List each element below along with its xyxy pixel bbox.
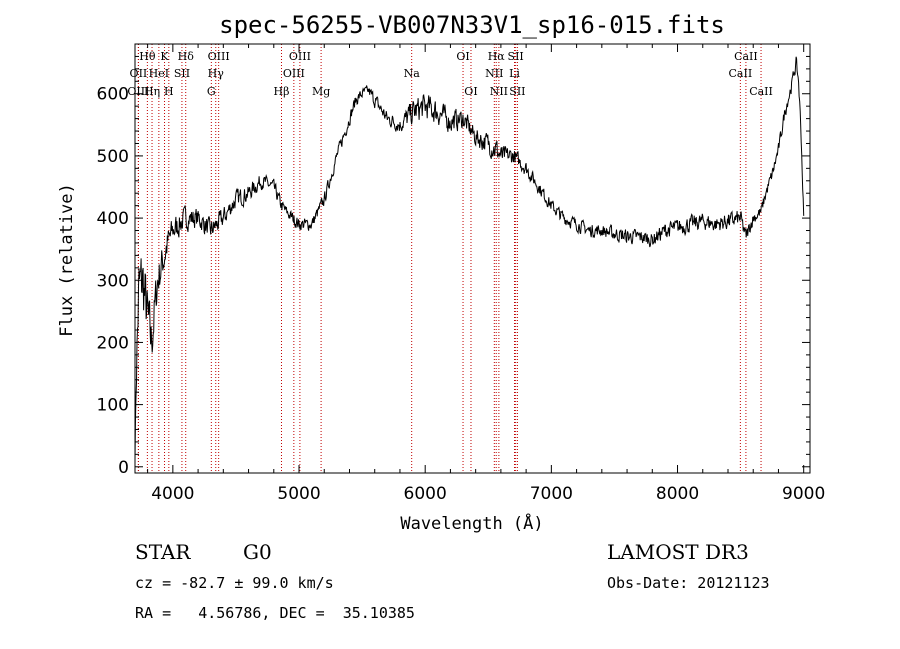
spectral-line-label: Hδ xyxy=(178,50,195,63)
x-tick-label: 9000 xyxy=(782,484,825,504)
spectral-line-label: Hγ xyxy=(208,67,225,80)
object-subclass: G0 xyxy=(243,540,272,564)
spectral-line-labels: Hθ OII OIII K HeI Hη H Hδ SII OIII Hγ G Hβ OIII OIII Mg… xyxy=(127,50,773,98)
chart-title: spec-56255-VB007N33V1_sp16-015.fits xyxy=(219,11,725,39)
spectral-line-label: Hη xyxy=(144,85,160,98)
spectral-line-label: OI xyxy=(464,85,477,98)
spectral-line-label: Hα xyxy=(488,50,506,63)
spectral-line-label: OI xyxy=(456,50,469,63)
y-tick-label: 400 xyxy=(97,209,129,229)
y-tick-label: 300 xyxy=(97,271,129,291)
x-tick-label: 5000 xyxy=(277,484,320,504)
spectral-line-label: CaII xyxy=(729,67,753,80)
y-axis-ticks: 0 100 200 300 400 500 600 xyxy=(97,55,810,478)
spectral-line-label: H xyxy=(164,85,174,98)
spectral-line-label: G xyxy=(207,85,216,98)
spectral-line-label: NII xyxy=(490,85,508,98)
spectral-line-label: CaII xyxy=(749,85,773,98)
y-tick-label: 600 xyxy=(97,85,129,105)
spectral-line-label: OII xyxy=(130,67,148,80)
x-axis-label: Wavelength (Å) xyxy=(400,512,543,534)
x-tick-label: 7000 xyxy=(530,484,573,504)
spectral-line-label: OIII xyxy=(289,50,311,63)
spectral-line-markers xyxy=(137,44,762,473)
observation-date: Obs-Date: 20121123 xyxy=(607,574,770,592)
x-tick-label: 6000 xyxy=(404,484,447,504)
spectral-line-label: Na xyxy=(404,67,421,80)
y-tick-label: 200 xyxy=(97,333,129,353)
x-axis-ticks: 4000 5000 6000 7000 8000 9000 xyxy=(147,44,825,504)
sky-coordinates: RA = 4.56786, DEC = 35.10385 xyxy=(135,604,415,622)
redshift-velocity: cz = -82.7 ± 99.0 km/s xyxy=(135,574,334,592)
spectral-line-label: NII xyxy=(485,67,503,80)
spectral-line-label: OIII xyxy=(283,67,305,80)
spectral-line-label: SII xyxy=(509,85,525,98)
spectral-line-label: OIII xyxy=(127,85,149,98)
object-class: STAR xyxy=(135,540,191,564)
y-axis-label: Flux (relative) xyxy=(57,183,77,337)
y-tick-label: 500 xyxy=(97,147,129,167)
spectral-line-label: Hβ xyxy=(274,85,290,98)
spectral-line-label: Mg xyxy=(312,85,330,98)
x-tick-label: 8000 xyxy=(656,484,699,504)
spectral-line-label: HeI xyxy=(149,67,169,80)
plot-frame xyxy=(134,43,811,474)
spectral-line-label: OIII xyxy=(208,50,230,63)
spectral-line-label: Li xyxy=(509,67,520,80)
spectral-line-label: Hθ xyxy=(139,50,156,63)
spectral-line-label: SII xyxy=(174,67,190,80)
spectral-line-label: SII xyxy=(508,50,524,63)
y-tick-label: 100 xyxy=(97,396,129,416)
spectral-line-label: CaII xyxy=(734,50,758,63)
spectral-line-label: K xyxy=(160,50,169,63)
y-tick-label: 0 xyxy=(118,458,129,478)
x-tick-label: 4000 xyxy=(151,484,194,504)
survey-name: LAMOST DR3 xyxy=(607,540,749,564)
spectrum-series-line xyxy=(134,56,805,461)
